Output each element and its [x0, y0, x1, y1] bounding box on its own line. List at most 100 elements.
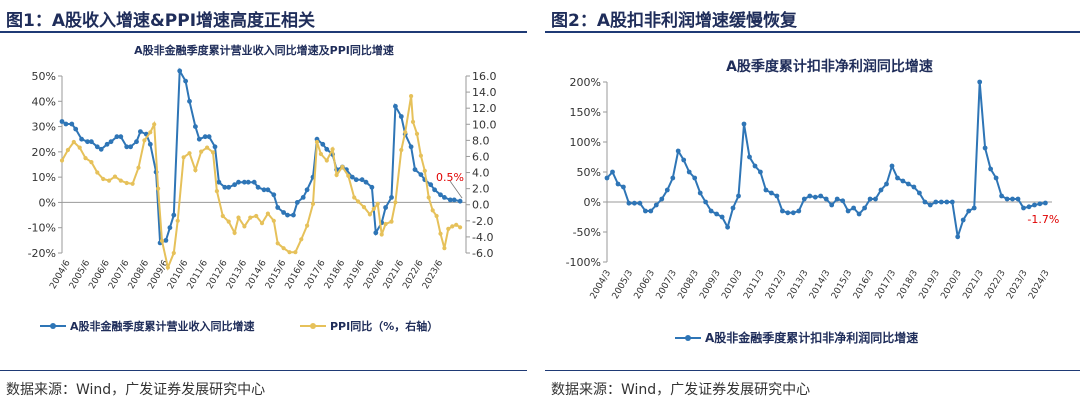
- data-point: [845, 208, 851, 214]
- data-point: [89, 139, 94, 145]
- data-point: [108, 139, 114, 145]
- data-point: [324, 158, 329, 163]
- data-point: [222, 184, 228, 190]
- data-point: [681, 157, 687, 163]
- y-tick-label: 200%: [570, 76, 601, 89]
- data-point: [938, 199, 944, 205]
- revenue-ppi-chart: A股非金融季度累计营业收入同比增速及PPI同比增速 -20% -10% 0% 10% 20…: [28, 43, 497, 333]
- data-point: [265, 211, 270, 216]
- data-point: [271, 218, 276, 223]
- data-point: [242, 179, 247, 185]
- data-point: [812, 194, 818, 200]
- data-point: [944, 199, 950, 205]
- data-point: [670, 175, 676, 181]
- data-point: [412, 167, 418, 173]
- data-point: [214, 189, 219, 194]
- y-right-tick-label: 0.0: [472, 199, 490, 212]
- data-point: [124, 144, 130, 150]
- data-point: [451, 197, 457, 203]
- data-point: [128, 144, 134, 150]
- data-point: [862, 205, 867, 211]
- data-point: [163, 238, 169, 243]
- data-point: [442, 246, 447, 251]
- data-point: [763, 187, 769, 193]
- data-point: [736, 193, 741, 199]
- data-point: [840, 198, 846, 204]
- data-point: [359, 177, 365, 183]
- data-point: [318, 151, 323, 157]
- data-point: [134, 139, 139, 145]
- data-point: [785, 210, 791, 216]
- y-left-tick-label: 50%: [32, 70, 56, 83]
- y-right-tick-label: 8.0: [472, 134, 490, 147]
- data-point: [226, 184, 232, 190]
- data-point: [414, 131, 420, 136]
- data-point: [124, 180, 129, 186]
- x-tick-label: 2024/3: [1027, 268, 1051, 300]
- figure-title: 图2：A股扣非利润增速缓慢恢复: [551, 11, 797, 31]
- data-point: [363, 179, 369, 185]
- y-right-tick-label: 10.0: [472, 118, 497, 131]
- data-point: [422, 168, 427, 173]
- data-point: [383, 221, 388, 227]
- data-point: [175, 218, 180, 223]
- data-point: [922, 199, 928, 205]
- data-point: [442, 195, 447, 200]
- data-point: [181, 155, 186, 160]
- data-point: [692, 175, 698, 181]
- data-point: [69, 121, 75, 127]
- data-point: [304, 187, 310, 193]
- data-point: [774, 193, 780, 199]
- data-point: [136, 165, 141, 170]
- data-point: [955, 234, 961, 240]
- data-point: [251, 179, 257, 185]
- data-point: [375, 201, 380, 206]
- data-point: [418, 172, 424, 178]
- data-point: [410, 119, 416, 124]
- data-point: [927, 202, 933, 208]
- data-point: [275, 205, 281, 210]
- data-point: [977, 79, 983, 85]
- data-point: [193, 168, 198, 173]
- data-point: [294, 200, 300, 205]
- data-point: [63, 121, 69, 127]
- y-right-tick-label: 4.0: [472, 167, 490, 180]
- data-point: [187, 98, 192, 104]
- data-point: [900, 178, 906, 184]
- data-point: [438, 192, 443, 198]
- data-point: [300, 195, 306, 200]
- y-left-tick-label: -10%: [28, 222, 56, 235]
- data-point: [834, 196, 840, 202]
- data-point: [829, 202, 835, 208]
- data-point: [823, 196, 829, 202]
- y-right-tick-label: 14.0: [472, 86, 497, 99]
- data-point: [281, 246, 286, 251]
- data-point: [171, 212, 177, 218]
- data-point: [1015, 196, 1021, 202]
- data-source: 数据来源：Wind，广发证券发展研究中心: [6, 382, 266, 398]
- legend-label-1: A股非金融季度累计营业收入同比增速: [70, 319, 255, 333]
- y-tick-label: 150%: [570, 106, 601, 119]
- data-point: [255, 184, 261, 190]
- data-point: [432, 187, 437, 193]
- data-point: [615, 181, 621, 187]
- data-point: [393, 103, 398, 109]
- data-point: [187, 151, 192, 156]
- data-point: [447, 197, 453, 203]
- data-point: [659, 196, 665, 202]
- data-point: [933, 199, 939, 205]
- data-point: [232, 182, 238, 188]
- data-point: [299, 237, 304, 242]
- data-point: [867, 196, 873, 202]
- y-left-tick-label: 10%: [32, 171, 56, 184]
- data-point: [291, 212, 296, 218]
- data-point: [275, 241, 280, 246]
- data-point: [183, 78, 189, 84]
- data-point: [895, 175, 900, 181]
- data-point: [856, 211, 862, 217]
- data-point: [346, 173, 351, 178]
- data-point: [790, 210, 796, 216]
- data-point: [85, 139, 90, 145]
- y-tick-label: 100%: [570, 136, 601, 149]
- data-point: [632, 200, 637, 206]
